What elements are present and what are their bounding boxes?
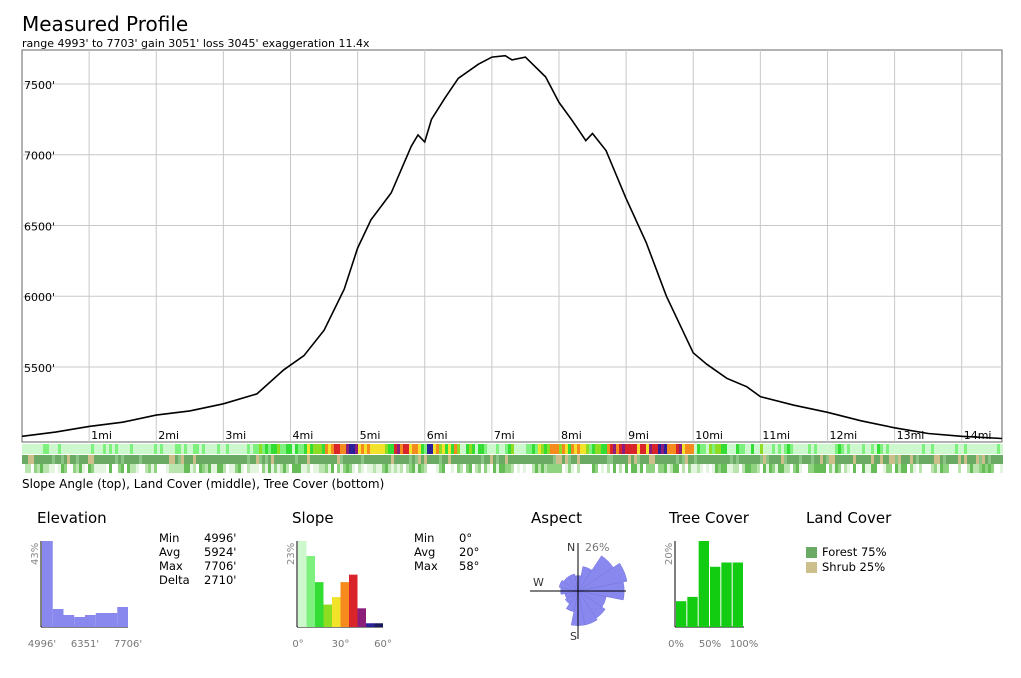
aspect-panel-title: Aspect	[531, 509, 582, 527]
stat-row: Min 0°	[414, 531, 479, 545]
stat-value: 7706'	[204, 559, 237, 573]
stat-value: 2710'	[204, 573, 237, 587]
stat-row: Avg 5924'	[159, 545, 236, 559]
chart-subtitle: range 4993' to 7703' gain 3051' loss 304…	[22, 37, 370, 50]
forest-swatch	[806, 546, 817, 558]
land-cover-shrub: Shrub 25%	[806, 560, 885, 574]
x-tick-label: 5mi	[360, 429, 381, 442]
stat-value: 58°	[459, 559, 480, 573]
tree-cover-panel-title: Tree Cover	[669, 509, 749, 527]
profile-line-layer	[21, 54, 1003, 440]
profile-grid	[21, 49, 1003, 443]
stat-row: Min 4996'	[159, 531, 236, 545]
elevation-series-line	[21, 54, 1003, 440]
y-tick-label: 6500'	[24, 220, 55, 233]
x-tick-label: 2mi	[158, 429, 179, 442]
x-tick-label: 1mi	[91, 429, 112, 442]
slope-panel-title: Slope	[292, 509, 334, 527]
stat-row: Max 58°	[414, 559, 479, 573]
stat-key: Max	[159, 559, 183, 573]
strip-caption: Slope Angle (top), Land Cover (middle), …	[22, 477, 385, 491]
stat-value: 0°	[459, 531, 473, 545]
land-cover-forest: Forest 75%	[806, 545, 887, 559]
y-tick-label: 7000'	[24, 150, 55, 163]
x-tick-label: 8mi	[561, 429, 582, 442]
elevation-panel-title: Elevation	[37, 509, 107, 527]
shrub-label: Shrub 25%	[822, 560, 886, 574]
slope-stats: Min 0° Avg 20° Max 58°	[414, 531, 479, 573]
x-tick-label: 10mi	[695, 429, 723, 442]
stat-row: Max 7706'	[159, 559, 236, 573]
x-tick-label: 3mi	[225, 429, 246, 442]
x-tick-label: 6mi	[427, 429, 448, 442]
forest-label: Forest 75%	[822, 545, 887, 559]
land-cover-panel-title: Land Cover	[806, 509, 892, 527]
stat-value: 20°	[459, 545, 480, 559]
stat-key: Max	[414, 559, 438, 573]
chart-title: Measured Profile	[22, 12, 189, 36]
x-tick-label: 12mi	[829, 429, 857, 442]
x-tick-label: 4mi	[292, 429, 313, 442]
profile-strips	[22, 444, 1003, 473]
stat-key: Avg	[414, 545, 436, 559]
stat-value: 5924'	[204, 545, 237, 559]
plot-frame	[21, 49, 1003, 443]
y-tick-label: 5500'	[24, 362, 55, 375]
y-tick-label: 7500'	[24, 79, 55, 92]
shrub-swatch	[806, 561, 817, 573]
x-tick-label: 7mi	[494, 429, 515, 442]
x-tick-label: 11mi	[762, 429, 790, 442]
stat-key: Min	[159, 531, 180, 545]
elevation-stats: Min 4996' Avg 5924' Max 7706' Delta 2710'	[159, 531, 236, 587]
stat-key: Avg	[159, 545, 181, 559]
stat-key: Min	[414, 531, 435, 545]
x-tick-label: 9mi	[628, 429, 649, 442]
stat-key: Delta	[159, 573, 190, 587]
stat-value: 4996'	[204, 531, 237, 545]
stat-row: Delta 2710'	[159, 573, 236, 587]
y-tick-label: 6000'	[24, 291, 55, 304]
x-tick-label: 14mi	[964, 429, 992, 442]
profile-axes: 5500' 6000' 6500' 7000' 7500' 1mi 2mi 3mi 4mi 5mi…	[24, 79, 992, 442]
stat-row: Avg 20°	[414, 545, 479, 559]
